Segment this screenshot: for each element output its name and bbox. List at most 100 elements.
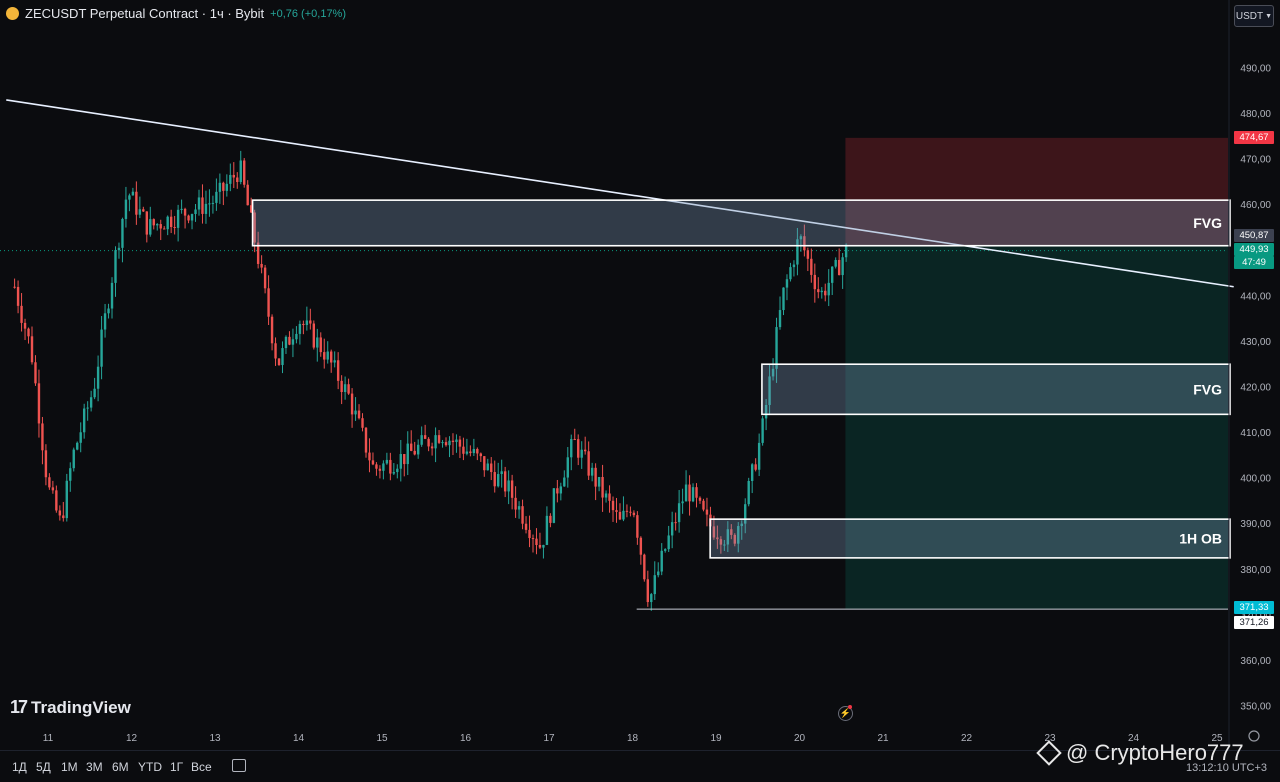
candle-body (479, 453, 483, 457)
settings-gear-icon (1248, 730, 1260, 742)
candle-body (636, 515, 639, 538)
candle-body (107, 308, 110, 314)
candle-body (653, 575, 656, 595)
candle-body (152, 219, 155, 226)
candle-body (396, 468, 399, 473)
timeframe-1m-button[interactable]: 1М (61, 760, 78, 774)
price-tick-label: 440,00 (1240, 291, 1271, 302)
candle-body (72, 449, 75, 469)
price-tick-label: 400,00 (1240, 474, 1271, 485)
candle-body (632, 512, 636, 516)
candle-body (824, 290, 827, 296)
candle-body (768, 376, 771, 405)
candle-body (761, 418, 764, 443)
candle-body (670, 522, 674, 536)
time-tick-label: 14 (293, 733, 305, 744)
flash-icon[interactable]: ⚡ (838, 706, 853, 721)
symbol-title[interactable]: ZECUSDT Perpetual Contract · 1ч · Bybit (25, 6, 265, 21)
candle-body (549, 515, 552, 523)
candle-body (263, 267, 267, 289)
candle-body (406, 443, 409, 465)
candle-body (643, 554, 646, 580)
candle-body (510, 480, 514, 498)
candle-body (455, 439, 458, 443)
currency-button[interactable]: USDT ▼ (1234, 5, 1274, 27)
date-range-icon[interactable] (232, 759, 246, 772)
time-tick-label: 13 (209, 733, 221, 744)
candle-body (465, 451, 469, 454)
candle-body (737, 526, 740, 544)
position-tool[interactable] (845, 137, 1228, 609)
timeframe-5d-button[interactable]: 5Д (36, 760, 51, 774)
timeframe-1y-button[interactable]: 1Г (170, 760, 184, 774)
candle-body (444, 442, 448, 446)
zones[interactable]: FVG FVG 1H OB (251, 199, 1231, 559)
candle-body (542, 544, 545, 548)
time-tick-label: 19 (710, 733, 722, 744)
zone-box-1[interactable] (251, 199, 1231, 247)
candle-body (563, 477, 566, 487)
timeframe-all-button[interactable]: Все (191, 760, 212, 774)
candle-body (117, 247, 121, 251)
candle-body (323, 352, 326, 360)
timeframe-3m-button[interactable]: 3М (86, 760, 103, 774)
candle-body (712, 526, 716, 538)
time-tick-label: 12 (126, 733, 138, 744)
stop-loss-area[interactable] (845, 137, 1228, 247)
candle-body (410, 443, 413, 451)
candle-body (30, 336, 34, 363)
candle-body (371, 460, 375, 465)
time-tick-label: 24 (1128, 733, 1140, 744)
time-tick-label: 17 (543, 733, 555, 744)
candle-body (187, 215, 190, 221)
stop-price-tag: 474,67 (1234, 131, 1274, 144)
candle-body (176, 209, 180, 228)
timeframe-ytd-button[interactable]: YTD (138, 760, 162, 774)
candle-body (817, 289, 820, 293)
candle-body (552, 488, 556, 523)
candle-body (716, 537, 719, 540)
candle-body (660, 550, 663, 572)
candle-body (121, 218, 124, 248)
zone-label: FVG (1193, 215, 1222, 231)
candle-body (16, 286, 20, 306)
candle-body (288, 336, 291, 345)
timeframe-1d-button[interactable]: 1Д (12, 760, 27, 774)
tradingview-logo[interactable]: 17 TradingView (10, 697, 131, 718)
candle-body (218, 182, 222, 192)
candle-body (681, 501, 684, 504)
candle-body (357, 410, 361, 419)
target-price-tag: 371,33 (1234, 601, 1274, 614)
drawings[interactable] (6, 99, 1234, 610)
candle-body (312, 323, 316, 348)
zone-box-2[interactable] (761, 363, 1231, 416)
candle-body (664, 549, 667, 551)
zone-box-3[interactable] (709, 518, 1231, 559)
candle-body (733, 534, 736, 544)
candle-body (44, 450, 48, 478)
timeframe-6m-button[interactable]: 6М (112, 760, 129, 774)
candle-body (796, 239, 799, 265)
candle-body (524, 523, 528, 530)
candle-body (58, 510, 62, 516)
candle-body (291, 339, 295, 345)
candle-body (503, 471, 507, 492)
time-tick-label: 18 (627, 733, 639, 744)
candle-body (41, 423, 44, 451)
candle-body (587, 451, 590, 476)
candle-body (691, 487, 695, 502)
candle-body (806, 250, 810, 259)
candle-body (378, 468, 382, 471)
take-profit-area[interactable] (845, 246, 1228, 609)
candle-body (124, 199, 128, 219)
candle-body (319, 337, 322, 353)
candle-body (566, 457, 569, 478)
candle-body (326, 351, 329, 360)
binance-square-icon (1036, 740, 1062, 766)
candle-body (20, 305, 23, 323)
trendline[interactable] (6, 99, 1234, 288)
candle-body (486, 463, 489, 471)
candle-body (253, 212, 256, 243)
candle-body (427, 438, 430, 447)
